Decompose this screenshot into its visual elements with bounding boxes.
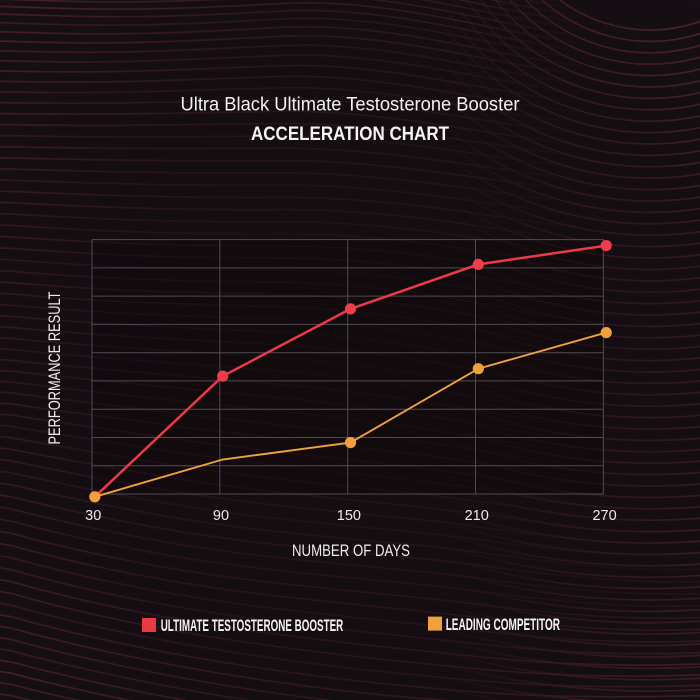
svg-text:PERFORMANCE RESULT: PERFORMANCE RESULT [46, 292, 64, 445]
svg-text:90: 90 [213, 508, 229, 524]
svg-text:Ultra Black Ultimate Testoster: Ultra Black Ultimate Testosterone Booste… [181, 94, 520, 116]
svg-text:ULTIMATE TESTOSTERONE BOOSTER: ULTIMATE TESTOSTERONE BOOSTER [161, 616, 344, 635]
svg-text:270: 270 [592, 508, 616, 524]
svg-text:30: 30 [85, 508, 101, 524]
svg-text:ACCELERATION CHART: ACCELERATION CHART [251, 123, 449, 145]
svg-text:NUMBER OF DAYS: NUMBER OF DAYS [292, 542, 410, 560]
svg-text:LEADING COMPETITOR: LEADING COMPETITOR [446, 615, 560, 634]
svg-text:150: 150 [337, 508, 361, 524]
svg-text:210: 210 [465, 508, 489, 524]
